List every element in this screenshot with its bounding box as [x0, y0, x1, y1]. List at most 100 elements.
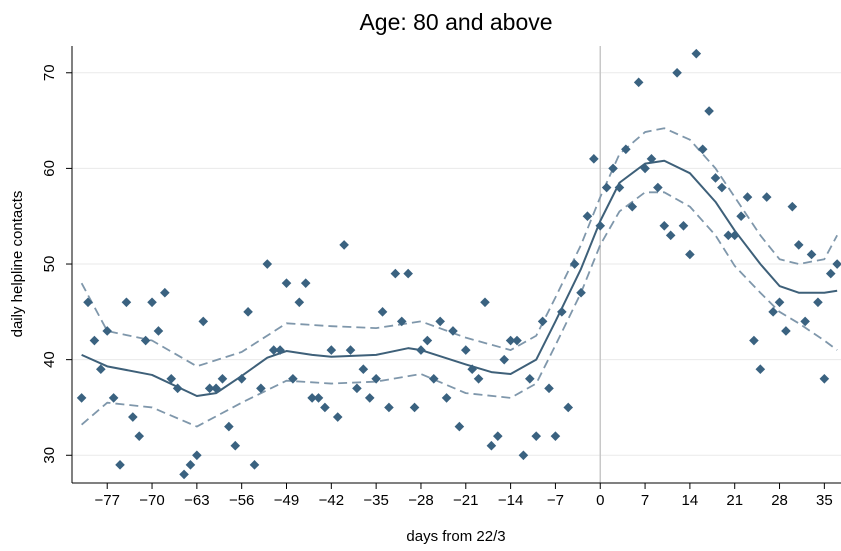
- data-point: [448, 326, 458, 336]
- data-point: [326, 345, 337, 355]
- data-point: [172, 383, 183, 394]
- data-point: [755, 364, 766, 375]
- data-point: [249, 460, 260, 470]
- data-point: [467, 364, 477, 375]
- data-point: [364, 393, 375, 403]
- data-point: [569, 259, 580, 269]
- data-point: [768, 307, 778, 317]
- data-point: [589, 154, 599, 164]
- data-point: [384, 402, 394, 413]
- data-point: [697, 144, 708, 155]
- fit-line: [81, 159, 838, 397]
- data-point: [256, 383, 266, 394]
- data-point: [653, 182, 663, 193]
- ci-line: [81, 191, 838, 428]
- data-point: [691, 48, 702, 59]
- data-point: [736, 211, 746, 222]
- ci-line: [80, 127, 838, 368]
- data-point: [307, 393, 317, 403]
- data-point: [781, 326, 791, 336]
- data-point: [288, 373, 298, 384]
- data-point: [806, 249, 817, 260]
- y-tick-label: 40: [41, 351, 58, 368]
- data-point: [832, 259, 841, 269]
- data-point: [717, 182, 727, 193]
- x-tick-label: −56: [229, 492, 254, 509]
- data-point: [224, 421, 234, 432]
- x-tick-label: 7: [641, 492, 649, 509]
- data-point: [262, 259, 273, 269]
- data-point: [486, 440, 497, 451]
- data-point: [685, 249, 695, 260]
- data-point: [678, 220, 689, 231]
- data-point: [147, 297, 157, 308]
- x-tick-label: −70: [139, 492, 164, 509]
- data-point: [403, 268, 413, 279]
- data-point: [422, 335, 433, 346]
- data-point: [153, 326, 164, 336]
- data-point: [621, 144, 631, 155]
- data-point: [749, 335, 759, 346]
- data-point: [710, 173, 721, 183]
- x-tick-label: −42: [319, 492, 344, 509]
- data-point: [595, 220, 606, 231]
- data-point: [96, 364, 106, 375]
- data-point: [217, 373, 228, 384]
- data-point: [179, 469, 189, 480]
- data-point: [537, 316, 548, 327]
- data-point: [268, 345, 279, 355]
- data-point: [300, 278, 311, 288]
- data-point: [352, 383, 362, 394]
- x-axis-title: days from 22/3: [406, 528, 505, 545]
- y-tick-label: 30: [41, 447, 58, 464]
- x-tick-label: −14: [498, 492, 523, 509]
- y-tick-label: 60: [41, 160, 58, 177]
- data-point: [512, 335, 522, 346]
- data-point: [659, 220, 670, 231]
- x-tick-label: −28: [408, 492, 433, 509]
- x-tick-label: 21: [726, 492, 743, 509]
- data-point: [633, 77, 644, 88]
- data-point: [140, 335, 151, 346]
- data-point: [825, 268, 836, 279]
- data-point: [371, 373, 381, 384]
- data-point: [345, 345, 356, 355]
- x-tick-label: −21: [453, 492, 478, 509]
- data-point: [211, 383, 221, 394]
- data-point: [813, 297, 823, 308]
- data-point: [128, 412, 138, 422]
- data-point: [576, 287, 586, 298]
- x-tick-label: 0: [596, 492, 604, 509]
- chart-title: Age: 80 and above: [359, 9, 552, 35]
- data-point: [243, 307, 253, 317]
- data-point: [409, 402, 420, 413]
- x-tick-label: −77: [94, 492, 119, 509]
- data-point: [614, 182, 625, 193]
- x-tick-label: 14: [682, 492, 699, 509]
- data-point: [601, 182, 612, 193]
- data-point: [480, 297, 490, 308]
- data-point: [275, 345, 285, 355]
- data-point: [441, 393, 452, 403]
- data-point: [435, 316, 445, 327]
- data-point: [83, 297, 93, 308]
- data-point: [742, 192, 753, 202]
- data-point: [121, 297, 132, 308]
- data-point: [525, 373, 535, 384]
- data-point: [582, 211, 593, 222]
- data-point: [646, 154, 657, 164]
- data-point: [230, 440, 241, 451]
- data-point: [665, 230, 676, 241]
- data-point: [723, 230, 734, 241]
- data-point: [339, 240, 349, 250]
- data-point: [102, 326, 113, 336]
- data-point: [704, 106, 714, 116]
- data-point: [492, 431, 503, 441]
- data-point: [332, 412, 343, 422]
- x-tick-label: −49: [274, 492, 299, 509]
- data-point: [454, 421, 465, 432]
- data-point: [774, 297, 785, 308]
- y-tick-label: 50: [41, 256, 58, 273]
- data-point: [134, 431, 145, 441]
